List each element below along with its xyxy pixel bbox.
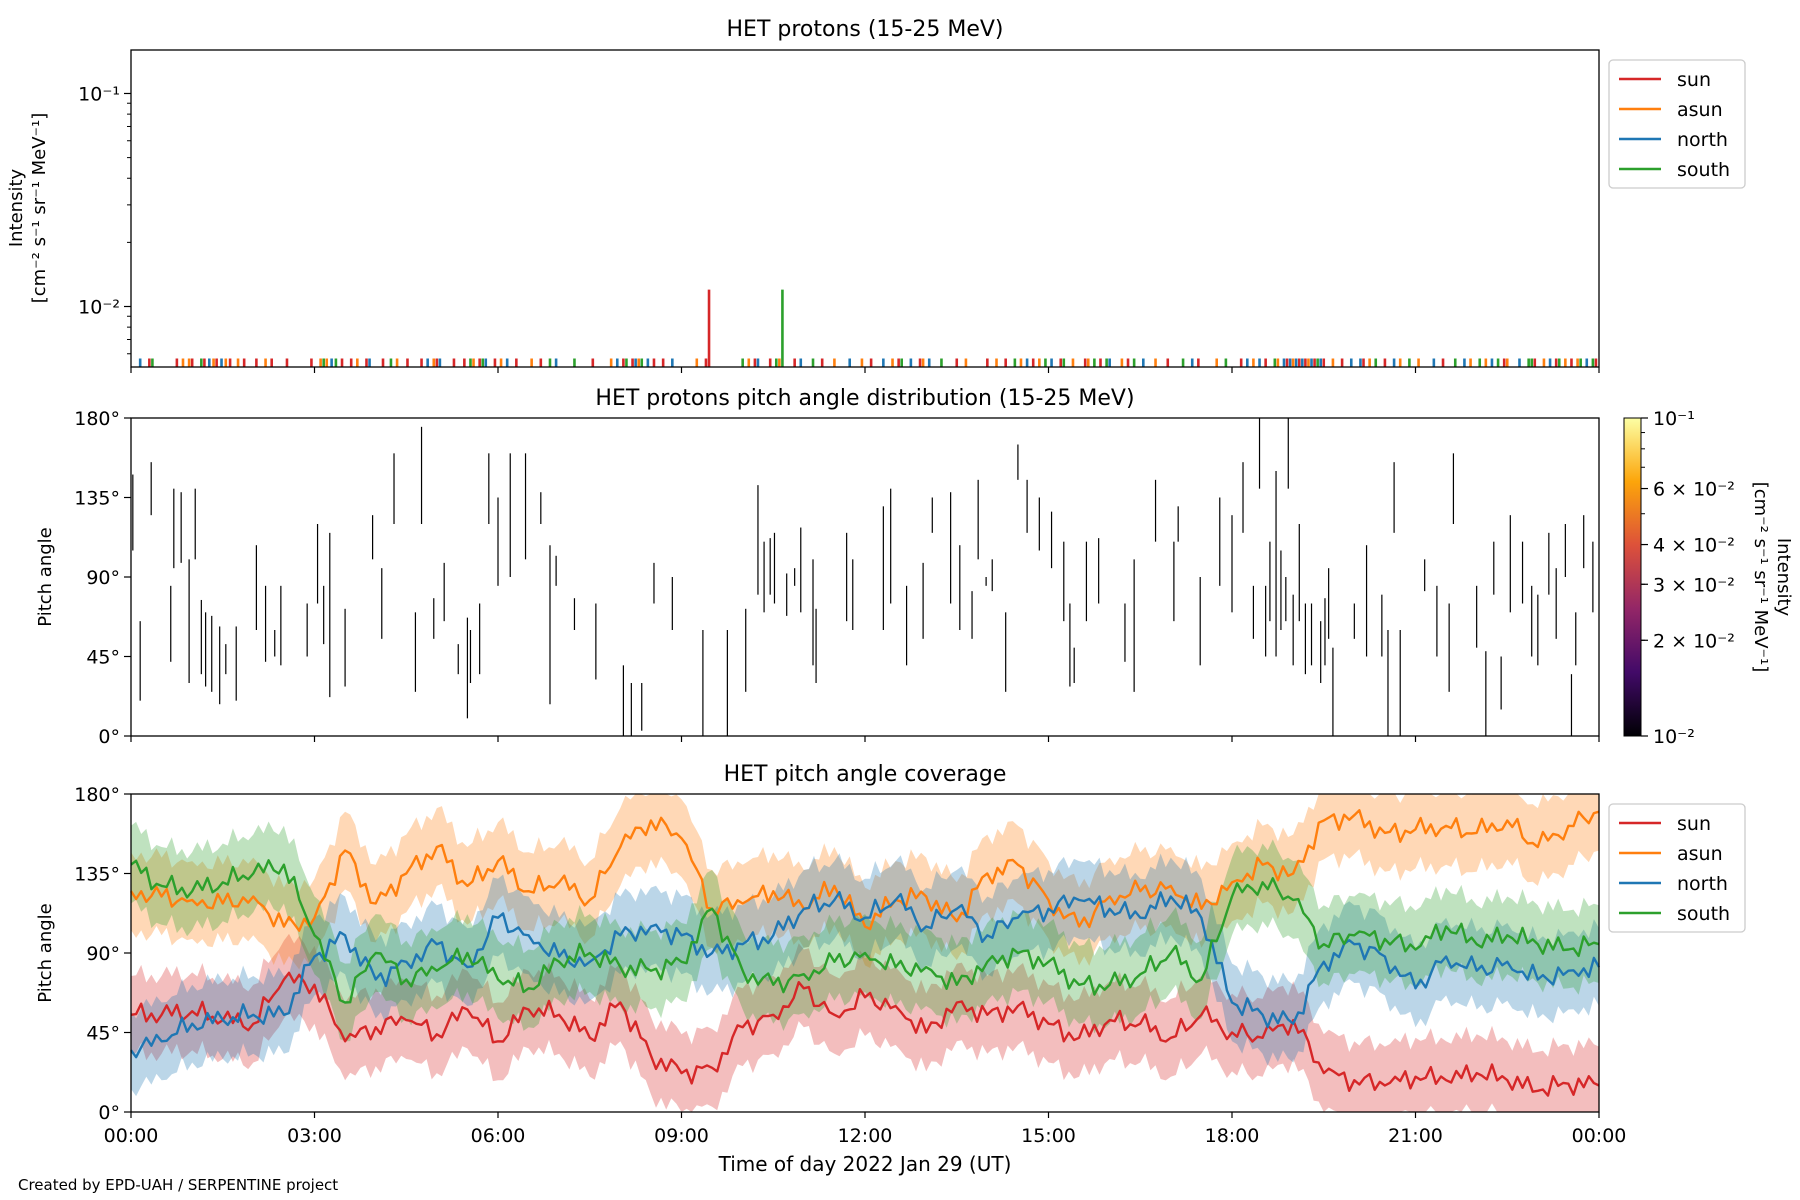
y-tick-label: 135° bbox=[74, 488, 120, 510]
legend-box bbox=[1608, 59, 1746, 189]
panel-2-ylabel: Pitch angle bbox=[35, 527, 56, 626]
legend-label-north: north bbox=[1677, 129, 1728, 151]
colorbar-tick-label: 2 × 10⁻² bbox=[1653, 630, 1735, 652]
panel-3-lines bbox=[129, 809, 1601, 1097]
panel-2-xticks bbox=[130, 736, 1600, 742]
colorbar-label-line2: [cm⁻² s⁻¹ sr⁻¹ MeV⁻¹] bbox=[1750, 482, 1771, 673]
y-tick-label: 0° bbox=[98, 1102, 120, 1124]
panel-1-legend: sun asun north south bbox=[1608, 59, 1746, 189]
panel-1-yaxis: 10⁻² 10⁻¹ bbox=[78, 83, 131, 355]
legend-label-sun: sun bbox=[1677, 69, 1711, 91]
y-tick-label: 45° bbox=[86, 647, 120, 669]
x-tick-label: 12:00 bbox=[838, 1125, 893, 1147]
panel-intensity: HET protons (15-25 MeV) 10⁻² 10⁻¹ Intensi… bbox=[6, 17, 1746, 373]
legend-label-asun: asun bbox=[1677, 843, 1723, 865]
colorbar-label-line1: Intensity bbox=[1773, 538, 1794, 617]
line-north bbox=[130, 891, 1601, 1059]
band-asun bbox=[131, 794, 1599, 970]
panel-3-yaxis: 0° 45° 90° 135° 180° bbox=[74, 784, 131, 1124]
x-tick-label: 15:00 bbox=[1021, 1125, 1076, 1147]
x-tick-label: 03:00 bbox=[287, 1125, 342, 1147]
colorbar-ticks: 10⁻² 2 × 10⁻² 3 × 10⁻² 4 × 10⁻² 6 × 10⁻² 10⁻¹ bbox=[1641, 408, 1735, 748]
legend-box bbox=[1608, 803, 1746, 933]
footer-credit: Created by EPD-UAH / SERPENTINE project bbox=[18, 1176, 339, 1194]
panel-2-yaxis: 0° 45° 90° 135° 180° bbox=[74, 408, 131, 748]
line-south bbox=[130, 859, 1600, 1004]
panel-3-ylabel: Pitch angle bbox=[35, 903, 56, 1002]
legend-label-sun: sun bbox=[1677, 813, 1711, 835]
colorbar-tick-label: 10⁻¹ bbox=[1653, 408, 1695, 430]
y-tick-label: 90° bbox=[86, 943, 120, 965]
legend-label-asun: asun bbox=[1677, 99, 1723, 121]
x-tick-label: 21:00 bbox=[1388, 1125, 1443, 1147]
panel-1-ylabel-line1: Intensity bbox=[6, 168, 27, 247]
panel-3-xticks: 00:00 03:00 06:00 09:00 12:00 15:00 18:00 21:00… bbox=[104, 1112, 1627, 1147]
panel-2-marks bbox=[132, 418, 1594, 736]
panel-2-frame bbox=[130, 417, 1600, 737]
x-tick-label: 09:00 bbox=[654, 1125, 709, 1147]
x-tick-label: 18:00 bbox=[1205, 1125, 1260, 1147]
panel-3-legend: sun asun north south bbox=[1608, 803, 1746, 933]
panel-1-frame bbox=[130, 49, 1600, 368]
legend-label-north: north bbox=[1677, 873, 1728, 895]
panel-1-ylabel-line2: [cm⁻² s⁻¹ sr⁻¹ MeV⁻¹] bbox=[29, 113, 50, 304]
y-tick-label: 10⁻² bbox=[78, 297, 120, 319]
y-tick-label: 10⁻¹ bbox=[78, 83, 120, 105]
y-tick-label: 90° bbox=[86, 567, 120, 589]
y-tick-label: 180° bbox=[74, 784, 120, 806]
y-tick-label: 135° bbox=[74, 864, 120, 886]
colorbar-tick-label: 3 × 10⁻² bbox=[1653, 574, 1735, 596]
legend-label-south: south bbox=[1677, 159, 1730, 181]
colorbar-tick-label: 4 × 10⁻² bbox=[1653, 535, 1735, 557]
colorbar-tick-label: 6 × 10⁻² bbox=[1653, 479, 1735, 501]
legend-label-south: south bbox=[1677, 903, 1730, 925]
x-tick-label: 00:00 bbox=[104, 1125, 159, 1147]
x-axis-label: Time of day 2022 Jan 29 (UT) bbox=[718, 1152, 1012, 1176]
panel-3-title: HET pitch angle coverage bbox=[724, 762, 1007, 787]
line-asun bbox=[129, 809, 1600, 932]
panel-1-marks bbox=[138, 289, 1598, 367]
colorbar bbox=[1623, 417, 1642, 737]
panel-1-xticks bbox=[130, 367, 1600, 373]
panel-pad: HET protons pitch angle distribution (15… bbox=[35, 386, 1794, 748]
panel-1-title: HET protons (15-25 MeV) bbox=[727, 17, 1004, 42]
panel-3-bands bbox=[131, 794, 1599, 1112]
panel-coverage: HET pitch angle coverage 0° 45° 90° 135° 180… bbox=[35, 762, 1746, 1176]
y-tick-label: 180° bbox=[74, 408, 120, 430]
band-north bbox=[131, 853, 1599, 1097]
x-tick-label: 00:00 bbox=[1572, 1125, 1627, 1147]
x-tick-label: 06:00 bbox=[471, 1125, 526, 1147]
y-tick-label: 45° bbox=[86, 1023, 120, 1045]
band-sun bbox=[131, 933, 1599, 1112]
y-tick-label: 0° bbox=[98, 726, 120, 748]
colorbar-tick-label: 10⁻² bbox=[1653, 726, 1695, 748]
band-south bbox=[131, 821, 1599, 1042]
panel-2-title: HET protons pitch angle distribution (15… bbox=[595, 386, 1134, 411]
line-sun bbox=[130, 971, 1600, 1097]
